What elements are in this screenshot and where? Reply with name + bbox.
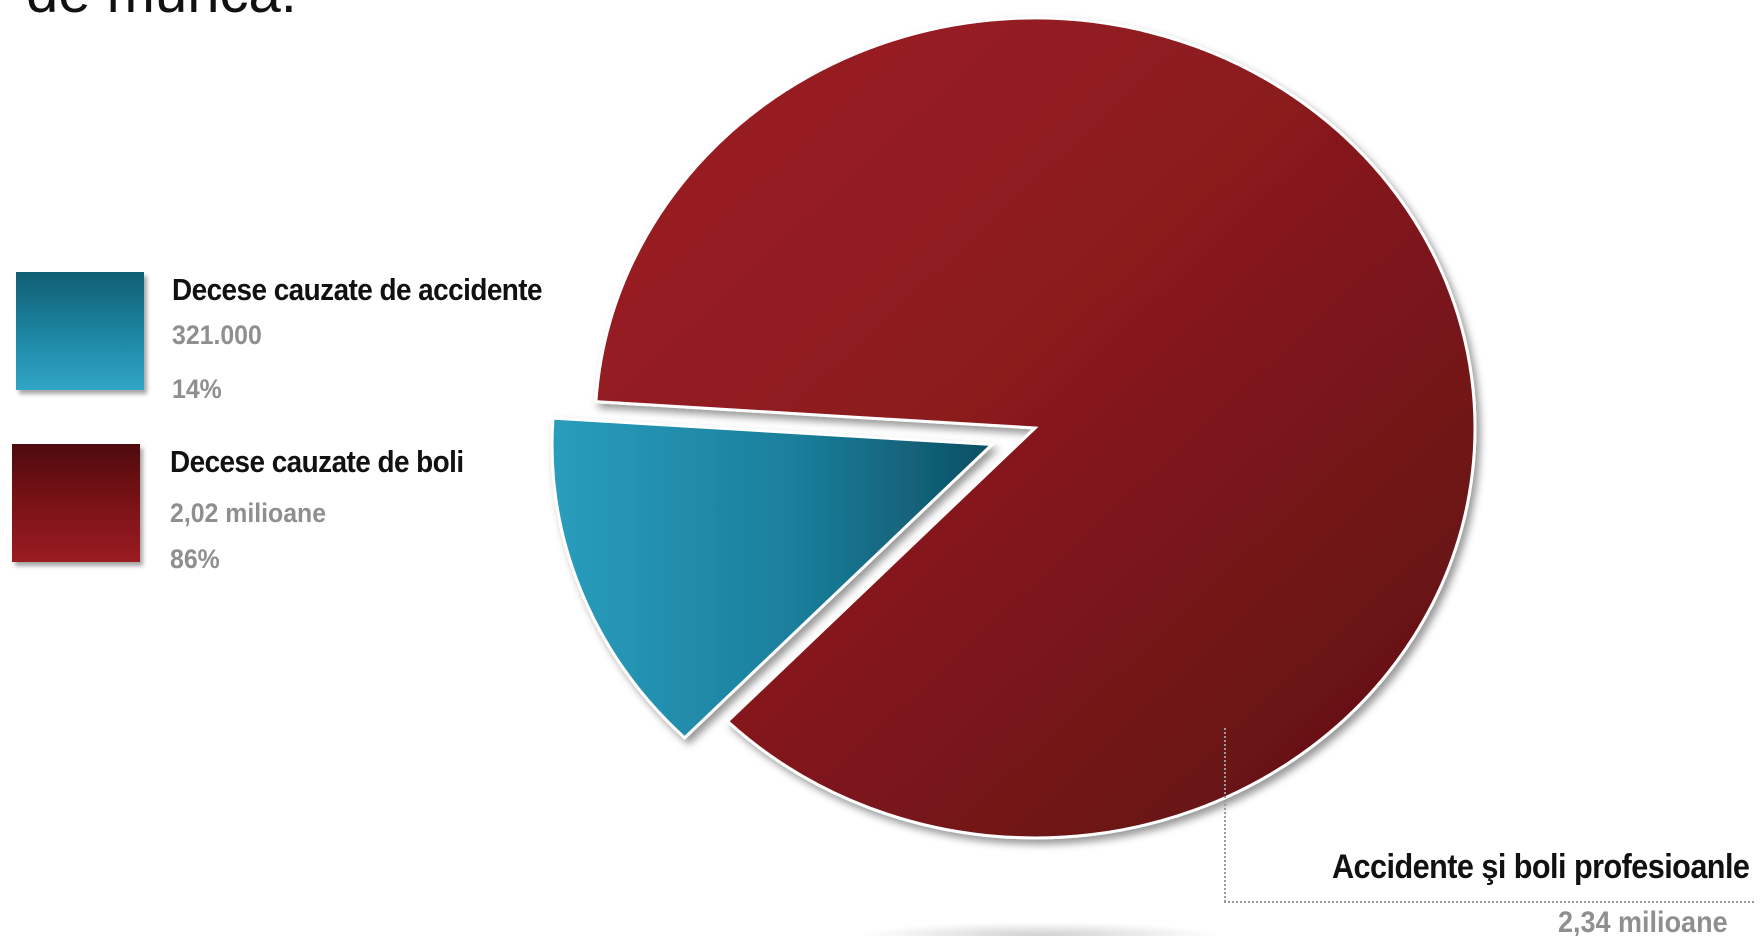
pie-slice-accidents bbox=[550, 416, 996, 740]
total-leader-line-vertical bbox=[1224, 728, 1226, 902]
legend-swatch-accidents bbox=[16, 272, 144, 390]
total-leader-line-horizontal bbox=[1224, 901, 1754, 903]
legend-swatch-diseases bbox=[12, 444, 140, 562]
pie-slice-diseases bbox=[594, 16, 1477, 840]
total-label: Accidente şi boli profesioanle bbox=[1332, 848, 1750, 886]
legend-label-accidents: Decese cauzate de accidente bbox=[172, 272, 543, 307]
legend-percent-accidents: 14% bbox=[172, 374, 222, 404]
legend-value-diseases: 2,02 milioane bbox=[170, 498, 327, 528]
heading-fragment: de muncă. bbox=[26, 0, 297, 22]
legend-percent-diseases: 86% bbox=[170, 544, 220, 574]
legend-label-diseases: Decese cauzate de boli bbox=[170, 444, 464, 479]
legend-value-accidents: 321.000 bbox=[172, 320, 262, 350]
pie-floor-shadow bbox=[860, 922, 1220, 936]
total-value: 2,34 milioane bbox=[1558, 906, 1728, 936]
